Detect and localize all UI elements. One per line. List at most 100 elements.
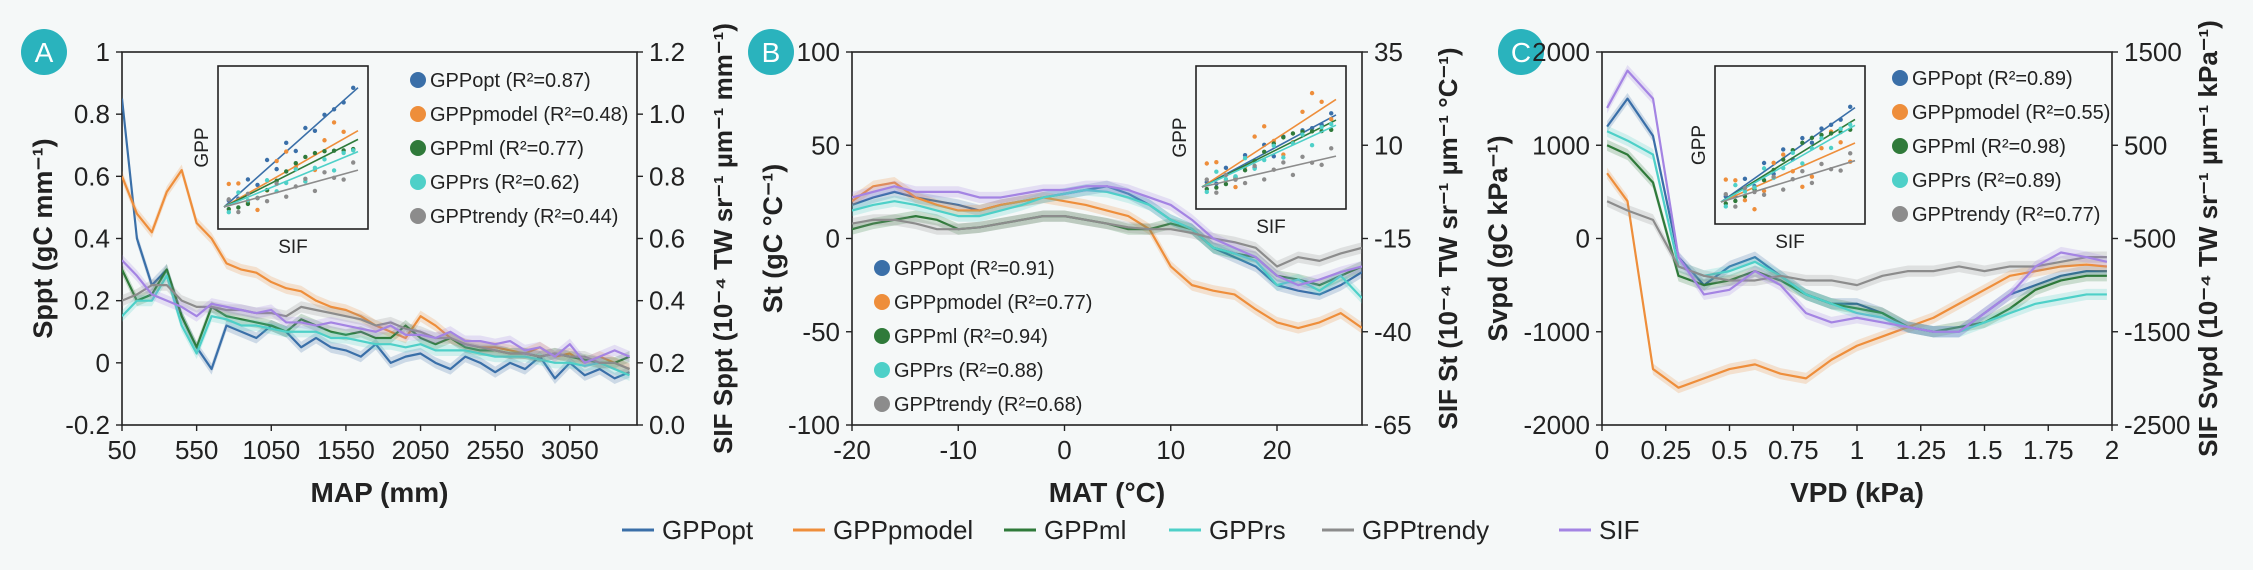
inset-point <box>1819 161 1824 167</box>
inset-point <box>1252 134 1257 139</box>
inset-point <box>1819 126 1824 131</box>
x-tick-label: 3050 <box>541 435 599 465</box>
inset-point <box>293 167 298 172</box>
inset-x-label: SIF <box>1775 232 1805 253</box>
y2-tick-label: 1.2 <box>649 37 685 67</box>
inset-point <box>1723 204 1728 209</box>
series-line-GPPopt <box>1606 97 2107 333</box>
inset-point <box>236 209 241 215</box>
inset-point <box>284 149 289 154</box>
series-line-GPPrs <box>852 188 1362 299</box>
y2-tick-label: 0.6 <box>649 224 685 254</box>
inset-point <box>1262 149 1267 154</box>
y-tick-label: 50 <box>811 130 840 160</box>
x-tick-label: 0 <box>1057 435 1071 465</box>
x-tick-label: 0.5 <box>1711 435 1747 465</box>
inset-fit-GPPrs <box>1201 124 1337 188</box>
bottom-legend: GPPopt GPPpmodel GPPml GPPrs GPPtrendy SIF <box>622 515 1639 545</box>
legend-label-GPPrs: GPPrs (R²=0.89) <box>1912 170 2061 192</box>
inset-point <box>1242 180 1248 186</box>
inset-fit-GPPtrendy <box>1720 159 1856 203</box>
inset-point <box>1733 198 1738 204</box>
inset-point <box>1800 168 1805 174</box>
y2-axis-label: SIF Sppt (10⁻⁴ TW sr⁻¹ µm⁻¹ mm⁻¹) <box>708 23 738 454</box>
inset-point <box>1733 178 1738 183</box>
bottom-legend-label-GPPml: GPPml <box>1044 515 1126 545</box>
inset-point <box>1781 147 1786 152</box>
inset-point <box>1309 125 1315 131</box>
y-tick-label: 100 <box>797 37 840 67</box>
legend-label-GPPopt: GPPopt (R²=0.87) <box>430 70 591 92</box>
y-tick-label: -100 <box>788 410 840 440</box>
inset-point <box>1262 124 1267 129</box>
series-line-GPPrs <box>122 274 630 377</box>
inset-point <box>284 140 289 146</box>
legend-marker-GPPpmodel <box>874 294 890 310</box>
inset-point <box>1752 207 1757 212</box>
x-tick-label: 2550 <box>466 435 524 465</box>
series-group <box>1606 65 2108 394</box>
x-tick-label: 0 <box>1595 435 1609 465</box>
x-tick-label: 10 <box>1156 435 1185 465</box>
inset-frame <box>217 65 369 230</box>
inset-point <box>1214 160 1219 165</box>
panel-A: A -0.2 0 0.2 0.4 0.6 0.8 1 0.0 0.2 0.4 0.6 0.8 1.0 1.2… <box>21 23 738 508</box>
series-band-SIF <box>852 180 1362 291</box>
inset-point <box>1819 136 1824 141</box>
inset-point <box>284 180 289 186</box>
legend-marker-GPPopt <box>1892 70 1908 86</box>
inset-point <box>331 175 337 180</box>
inset-point <box>1329 111 1334 116</box>
x-axis-label: MAT (°C) <box>1049 477 1165 508</box>
inset-point <box>1828 122 1834 128</box>
inset-point <box>1742 185 1748 191</box>
inset-point <box>293 161 298 166</box>
inset-point <box>1300 132 1305 137</box>
series-group <box>852 176 1362 334</box>
inset-point <box>1281 160 1286 165</box>
inset-fit-GPPpmodel <box>1201 98 1337 188</box>
inset-point <box>1848 122 1853 127</box>
inset-point <box>1262 177 1267 182</box>
inset-point <box>1242 155 1248 161</box>
series-line-GPPpmodel <box>1606 172 2108 389</box>
inset-point <box>1742 197 1748 203</box>
inset-point <box>284 169 289 174</box>
series-band-GPPml <box>852 210 1362 291</box>
y-tick-label: 0.2 <box>74 286 110 316</box>
inset-y-label: GPP <box>1170 117 1191 157</box>
legend-label-GPPopt: GPPopt (R²=0.91) <box>894 258 1055 280</box>
panel-legend: GPPopt (R²=0.89) GPPpmodel (R²=0.55) GPPml… <box>1892 68 2110 226</box>
inset-point <box>331 120 337 125</box>
x-tick-label: 0.75 <box>1768 435 1819 465</box>
inset-point <box>236 205 241 210</box>
inset-point <box>1761 192 1767 197</box>
inset-point <box>303 154 308 160</box>
inset-point <box>1809 180 1815 186</box>
inset-point <box>1771 174 1776 179</box>
y2-tick-label: 35 <box>1374 37 1403 67</box>
inset-point <box>1214 185 1219 190</box>
inset-point <box>264 157 270 163</box>
inset-plot: SIF GPP <box>192 65 369 258</box>
inset-point <box>1809 135 1815 141</box>
inset-point <box>1800 140 1805 146</box>
inset-point <box>1800 184 1805 190</box>
x-tick-label: 50 <box>108 435 137 465</box>
inset-point <box>1781 152 1786 157</box>
panel-badge <box>748 29 794 75</box>
legend-marker-GPPopt <box>410 72 426 88</box>
y2-tick-label: 0.0 <box>649 410 685 440</box>
y-tick-label: 1000 <box>1532 130 1590 160</box>
inset-point <box>1281 155 1286 160</box>
inset-plot: SIF GPP <box>1170 65 1347 238</box>
inset-point <box>1752 189 1757 195</box>
legend-label-GPPpmodel: GPPpmodel (R²=0.77) <box>894 292 1092 314</box>
legend-label-GPPml: GPPml (R²=0.98) <box>1912 136 2066 158</box>
inset-point <box>322 170 327 175</box>
inset-point <box>1233 174 1238 179</box>
inset-point <box>341 100 346 105</box>
legend-label-GPPrs: GPPrs (R²=0.62) <box>430 172 579 194</box>
inset-point <box>351 160 356 165</box>
